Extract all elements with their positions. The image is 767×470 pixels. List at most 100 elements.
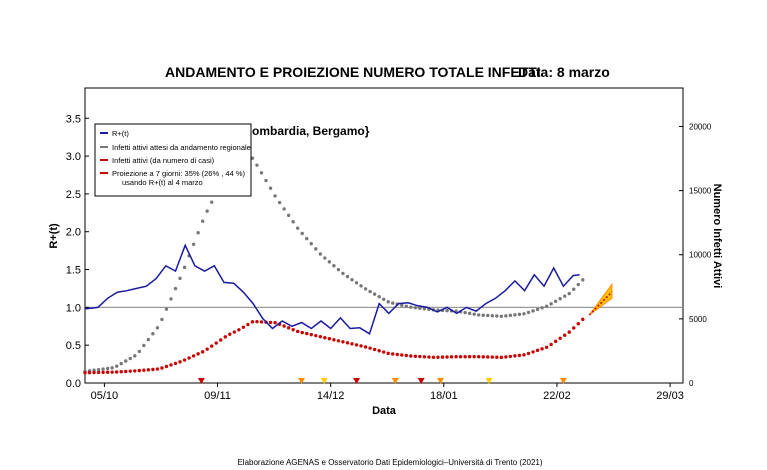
active-infected-dot <box>169 363 173 367</box>
expected-infected-dot <box>409 305 413 309</box>
expected-infected-dot <box>472 312 476 316</box>
active-infected-dot <box>477 355 481 359</box>
expected-infected-dot <box>354 281 359 285</box>
active-infected-dot <box>182 358 187 362</box>
legend: R+(t) Infetti attivi attesi da andamento … <box>94 123 252 197</box>
active-infected-dot <box>282 324 286 328</box>
expected-infected-dot <box>101 367 105 371</box>
active-infected-dot <box>318 334 323 339</box>
active-infected-dot <box>241 325 246 329</box>
x-tick-label: 22/02 <box>543 390 571 402</box>
expected-infected-dot <box>264 178 268 183</box>
y-right-tick-label: 0 <box>689 379 694 388</box>
expected-infected-dot <box>345 274 350 279</box>
marker-triangle <box>197 378 205 384</box>
projection-line <box>588 291 613 316</box>
marker-triangle <box>417 378 425 384</box>
active-infected-dot <box>354 343 359 347</box>
expected-infected-dot <box>178 276 182 281</box>
expected-infected-dot <box>535 307 540 312</box>
expected-infected-dot <box>368 289 372 294</box>
marker-triangle <box>437 378 445 384</box>
y-right-tick-label: 20000 <box>689 122 712 131</box>
active-infected-dot <box>259 320 264 324</box>
expected-infected-dot <box>124 359 128 363</box>
expected-infected-dot <box>404 304 409 308</box>
active-infected-dot <box>386 351 390 356</box>
x-tick-label: 29/03 <box>656 390 684 402</box>
active-infected-dot <box>327 337 332 341</box>
expected-infected-dot <box>445 308 449 313</box>
y-axis-label-left: R+(t) <box>48 223 60 249</box>
active-infected-dot <box>142 368 146 372</box>
expected-infected-dot <box>418 306 422 310</box>
marker-triangle <box>353 378 361 384</box>
expected-infected-dot <box>268 186 273 190</box>
active-infected-dot <box>228 332 232 336</box>
active-infected-dot <box>395 352 399 357</box>
x-ticks: 05/10 09/11 14/12 18/01 22/02 29/03 <box>91 383 684 402</box>
expected-infected-dot <box>250 156 255 160</box>
expected-infected-dot <box>110 366 114 370</box>
expected-infected-dot <box>327 260 332 264</box>
active-infected-dot <box>377 349 381 353</box>
active-infected-dot <box>445 355 449 359</box>
active-infected-dot <box>368 346 372 350</box>
expected-infected-dot <box>314 247 318 251</box>
active-infected-dot <box>350 342 354 346</box>
marker-triangle <box>485 378 493 384</box>
active-infected-dot <box>128 369 132 373</box>
active-infected-dot <box>205 347 209 351</box>
active-infected-dot <box>372 347 377 352</box>
active-infected-dot <box>436 355 440 359</box>
region-label: {Lombardia, Bergamo} <box>240 124 370 138</box>
active-infected-dot <box>210 344 214 348</box>
active-infected-dot <box>323 336 327 340</box>
x-tick-label: 18/01 <box>430 390 458 402</box>
expected-infected-dot <box>295 226 300 230</box>
y-left-tick-label: 0.0 <box>66 378 81 390</box>
active-infected-dot <box>363 345 368 349</box>
active-infected-dot <box>268 320 273 325</box>
active-infected-dot <box>191 354 196 358</box>
expected-infected-dot <box>359 284 363 288</box>
expected-infected-dot <box>133 354 137 358</box>
plot-frame <box>84 87 684 384</box>
expected-infected-dot <box>255 163 259 167</box>
expected-infected-dot <box>114 364 119 368</box>
active-infected-dot <box>540 347 544 351</box>
y-right-tick-label: 10000 <box>689 251 712 260</box>
active-infected-dot <box>495 355 499 359</box>
expected-infected-dot <box>522 312 526 316</box>
legend-box <box>94 123 252 197</box>
active-infected-dot <box>576 321 580 326</box>
markers-layer <box>197 378 567 384</box>
expected-infected-dot <box>572 287 576 291</box>
active-infected-dot <box>567 330 571 334</box>
legend-label: Infetti attivi (da numero di casi) <box>112 156 215 165</box>
active-infected-dot <box>562 333 567 337</box>
active-infected-dot <box>286 326 291 330</box>
active-infected-dot <box>499 355 504 360</box>
expected-infected-dot <box>562 294 567 298</box>
active-infected-dot <box>553 339 558 344</box>
active-infected-dot <box>409 354 413 358</box>
expected-infected-dot <box>363 287 368 291</box>
active-infected-dot <box>196 352 200 356</box>
expected-infected-dot <box>486 313 490 318</box>
expected-infected-dot <box>318 252 323 256</box>
expected-infected-dot <box>259 171 264 175</box>
active-infected-dot <box>531 350 535 354</box>
expected-infected-dot <box>173 286 178 291</box>
expected-infected-dot <box>499 314 504 318</box>
active-infected-dot <box>314 333 318 338</box>
active-infected-dot <box>250 320 255 324</box>
y-left-tick-label: 2.0 <box>66 227 81 239</box>
marker-triangle <box>320 378 328 384</box>
series-layer <box>83 152 613 375</box>
expected-infected-dot <box>119 361 123 366</box>
expected-infected-dot <box>526 310 531 315</box>
active-infected-dot <box>345 341 350 345</box>
active-infected-dot <box>309 332 313 337</box>
